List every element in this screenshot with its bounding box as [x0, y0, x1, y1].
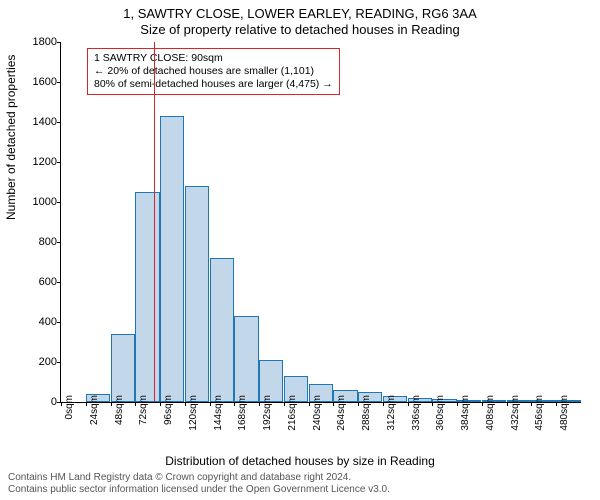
- x-tick-mark: [86, 402, 87, 406]
- y-axis-label: Number of detached properties: [4, 55, 18, 220]
- x-tick-mark: [556, 402, 557, 406]
- y-tick-label: 1400: [23, 116, 57, 128]
- footer-line1: Contains HM Land Registry data © Crown c…: [8, 472, 390, 484]
- y-tick-mark: [57, 322, 61, 323]
- annotation-line3: 80% of semi-detached houses are larger (…: [94, 78, 333, 91]
- x-tick-label: 240sqm: [312, 395, 323, 439]
- x-tick-label: 192sqm: [262, 395, 273, 439]
- y-tick-label: 1200: [23, 156, 57, 168]
- x-tick-mark: [234, 402, 235, 406]
- y-tick-mark: [57, 42, 61, 43]
- x-tick-label: 24sqm: [89, 395, 100, 439]
- histogram-bar: [185, 186, 209, 402]
- chart-title-line2: Size of property relative to detached ho…: [0, 22, 600, 37]
- histogram-bar: [210, 258, 234, 402]
- annotation-line2: ← 20% of detached houses are smaller (1,…: [94, 65, 333, 78]
- x-tick-mark: [160, 402, 161, 406]
- x-tick-label: 336sqm: [411, 395, 422, 439]
- x-tick-mark: [531, 402, 532, 406]
- x-tick-mark: [333, 402, 334, 406]
- x-tick-label: 48sqm: [114, 395, 125, 439]
- y-tick-label: 1600: [23, 76, 57, 88]
- x-tick-label: 144sqm: [213, 395, 224, 439]
- x-tick-mark: [259, 402, 260, 406]
- x-tick-label: 120sqm: [188, 395, 199, 439]
- y-tick-mark: [57, 162, 61, 163]
- chart-title-line1: 1, SAWTRY CLOSE, LOWER EARLEY, READING, …: [0, 6, 600, 21]
- reference-vline: [154, 42, 155, 402]
- y-tick-label: 800: [23, 236, 57, 248]
- annotation-line1: 1 SAWTRY CLOSE: 90sqm: [94, 52, 333, 65]
- x-tick-label: 72sqm: [138, 395, 149, 439]
- x-tick-label: 312sqm: [386, 395, 397, 439]
- x-tick-mark: [457, 402, 458, 406]
- histogram-bar: [135, 192, 159, 402]
- x-tick-mark: [309, 402, 310, 406]
- x-tick-mark: [408, 402, 409, 406]
- x-tick-mark: [358, 402, 359, 406]
- x-tick-mark: [111, 402, 112, 406]
- x-tick-label: 384sqm: [460, 395, 471, 439]
- x-tick-label: 96sqm: [163, 395, 174, 439]
- histogram-chart: 1 SAWTRY CLOSE: 90sqm ← 20% of detached …: [60, 42, 581, 403]
- x-tick-label: 360sqm: [435, 395, 446, 439]
- footer-attribution: Contains HM Land Registry data © Crown c…: [8, 472, 390, 496]
- histogram-bar: [111, 334, 135, 402]
- y-tick-label: 1000: [23, 196, 57, 208]
- x-tick-mark: [135, 402, 136, 406]
- x-tick-label: 288sqm: [361, 395, 372, 439]
- annotation-box: 1 SAWTRY CLOSE: 90sqm ← 20% of detached …: [87, 48, 340, 95]
- x-tick-label: 408sqm: [485, 395, 496, 439]
- x-tick-label: 0sqm: [64, 395, 75, 439]
- y-tick-mark: [57, 122, 61, 123]
- y-tick-mark: [57, 82, 61, 83]
- histogram-bar: [234, 316, 258, 402]
- y-tick-label: 1800: [23, 36, 57, 48]
- x-tick-mark: [284, 402, 285, 406]
- x-tick-mark: [507, 402, 508, 406]
- x-tick-mark: [482, 402, 483, 406]
- x-tick-mark: [61, 402, 62, 406]
- x-tick-label: 456sqm: [534, 395, 545, 439]
- y-tick-mark: [57, 282, 61, 283]
- x-tick-mark: [383, 402, 384, 406]
- x-tick-label: 168sqm: [237, 395, 248, 439]
- x-tick-label: 216sqm: [287, 395, 298, 439]
- y-tick-label: 0: [23, 396, 57, 408]
- y-tick-label: 400: [23, 316, 57, 328]
- y-tick-mark: [57, 362, 61, 363]
- footer-line2: Contains public sector information licen…: [8, 484, 390, 496]
- x-tick-label: 264sqm: [336, 395, 347, 439]
- x-tick-label: 480sqm: [559, 395, 570, 439]
- x-tick-mark: [432, 402, 433, 406]
- y-tick-label: 600: [23, 276, 57, 288]
- x-axis-label: Distribution of detached houses by size …: [0, 454, 600, 468]
- x-tick-mark: [185, 402, 186, 406]
- x-tick-mark: [210, 402, 211, 406]
- y-tick-label: 200: [23, 356, 57, 368]
- histogram-bar: [160, 116, 184, 402]
- y-tick-mark: [57, 202, 61, 203]
- y-tick-mark: [57, 242, 61, 243]
- x-tick-label: 432sqm: [510, 395, 521, 439]
